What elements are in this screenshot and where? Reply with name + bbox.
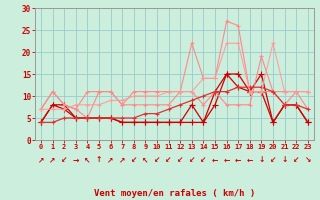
Text: ↙: ↙	[165, 156, 172, 164]
Text: ←: ←	[223, 156, 230, 164]
Text: ↗: ↗	[119, 156, 125, 164]
Text: ↙: ↙	[270, 156, 276, 164]
Text: ↙: ↙	[188, 156, 195, 164]
Text: ↙: ↙	[293, 156, 300, 164]
Text: ←: ←	[247, 156, 253, 164]
Text: ↙: ↙	[177, 156, 183, 164]
Text: ↙: ↙	[61, 156, 68, 164]
Text: ↙: ↙	[154, 156, 160, 164]
Text: ↓: ↓	[281, 156, 288, 164]
Text: ↙: ↙	[200, 156, 207, 164]
Text: →: →	[73, 156, 79, 164]
Text: ↗: ↗	[108, 156, 114, 164]
Text: ←: ←	[212, 156, 218, 164]
Text: ←: ←	[235, 156, 241, 164]
Text: ↓: ↓	[258, 156, 265, 164]
Text: ↗: ↗	[49, 156, 56, 164]
Text: ↑: ↑	[96, 156, 102, 164]
Text: Vent moyen/en rafales ( km/h ): Vent moyen/en rafales ( km/h )	[94, 189, 255, 198]
Text: ↖: ↖	[142, 156, 148, 164]
Text: ↘: ↘	[305, 156, 311, 164]
Text: ↙: ↙	[131, 156, 137, 164]
Text: ↗: ↗	[38, 156, 44, 164]
Text: ↖: ↖	[84, 156, 91, 164]
